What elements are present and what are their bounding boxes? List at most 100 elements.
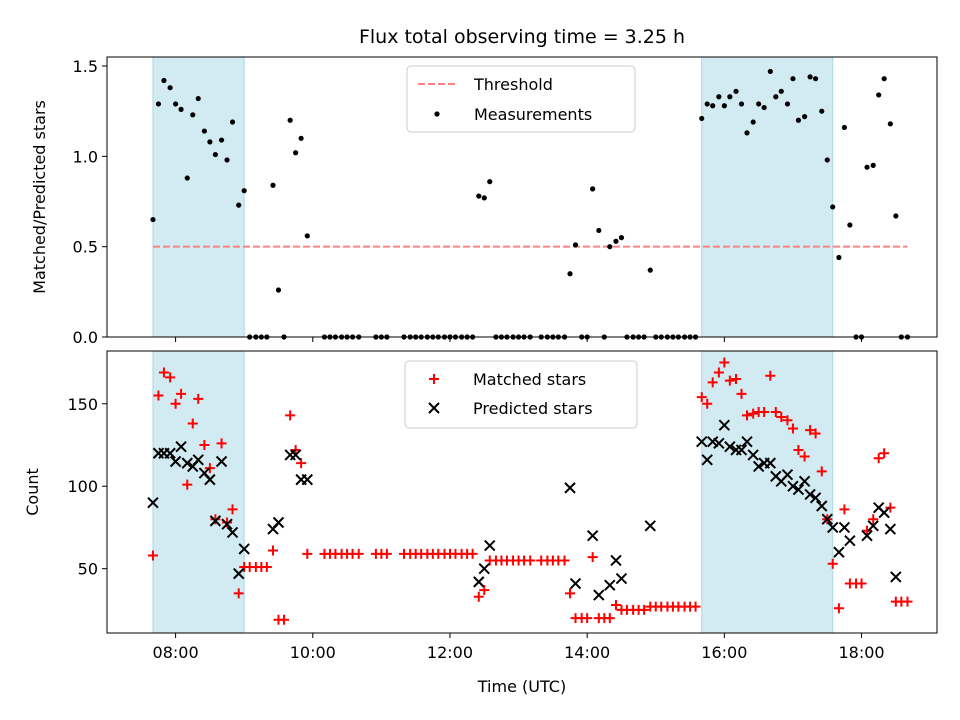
matched-star-point [702, 398, 713, 409]
predicted-star-point [209, 515, 222, 527]
measurement-point [293, 150, 299, 156]
predicted-star-point [569, 577, 582, 590]
predicted-star-point [175, 440, 187, 453]
measurement-point [481, 195, 487, 201]
y-tick-label: 1.5 [73, 57, 98, 76]
matched-star-point [261, 562, 272, 573]
measurement-point [298, 135, 304, 141]
matched-star-point [696, 392, 707, 403]
x-tick-label: 14:00 [564, 643, 610, 662]
matched-star-point [278, 614, 289, 625]
top-panel-frame [106, 56, 938, 338]
matched-star-point [690, 601, 701, 612]
measurement-point [212, 151, 218, 158]
measurement-point [761, 104, 767, 111]
predicted-star-point [604, 579, 616, 591]
matched-star-point [285, 410, 296, 421]
matched-star-point [227, 504, 238, 515]
measurement-point [744, 130, 750, 136]
x-tick-label: 16:00 [701, 643, 747, 662]
measurement-point [150, 216, 156, 223]
matched-star-point [856, 578, 867, 589]
measurement-point [841, 124, 847, 131]
matched-star-point [736, 388, 747, 399]
matched-star-point [719, 357, 730, 368]
top-panel-y-axis-label: Matched/Predicted stars [30, 100, 49, 294]
predicted-star-point [147, 497, 159, 509]
predicted-star-point [181, 457, 193, 469]
measurement-point [476, 193, 482, 199]
matched-star-point [165, 372, 176, 383]
measurement-point [847, 222, 853, 228]
matched-star-point [731, 374, 742, 385]
chart-title: Flux total observing time = 3.25 h [359, 26, 685, 48]
predicted-stars-points [147, 419, 902, 601]
matched-star-point [639, 604, 650, 615]
measurement-point [567, 271, 573, 277]
predicted-star-point [844, 534, 856, 547]
measurement-point [195, 95, 201, 102]
predicted-star-point [718, 419, 731, 431]
predicted-star-point [747, 449, 759, 461]
matched-star-point [525, 555, 536, 566]
matched-star-point [216, 438, 227, 449]
predicted-star-point [215, 455, 228, 468]
matched-star-point [147, 550, 158, 561]
measurement-point [487, 179, 493, 185]
predicted-star-point [867, 520, 879, 532]
predicted-star-point [593, 589, 605, 601]
predicted-star-point [192, 454, 204, 466]
bottom-legend-box [404, 360, 638, 429]
predicted-star-point [289, 449, 302, 461]
bottom-panel-frame [106, 350, 938, 634]
predicted-star-point [821, 513, 833, 525]
predicted-star-point [272, 516, 285, 529]
matched-star-point [559, 555, 570, 566]
matched-star-point [302, 548, 313, 559]
measurement-point [590, 186, 596, 192]
matched-star-point [204, 463, 215, 474]
predicted-star-point [890, 571, 902, 583]
matched-stars-legend-swatch [429, 374, 439, 384]
predicted-star-point [204, 473, 216, 486]
predicted-star-point [473, 576, 485, 588]
matched-star-point [902, 596, 913, 607]
y-tick-label: 50 [78, 560, 98, 579]
matched-star-point [724, 375, 735, 386]
x-tick-label: 18:00 [838, 643, 884, 662]
predicted-stars-legend-swatch [428, 402, 440, 414]
shaded-interval-1 [701, 350, 834, 634]
measurement-point [790, 76, 796, 82]
y-tick-label: 1.0 [73, 147, 98, 166]
bottom-panel-y-ticks: 50 100 150 [67, 395, 107, 579]
measurement-point [881, 76, 887, 82]
measurement-point [155, 101, 162, 107]
predicted-star-point [838, 521, 851, 534]
measurement-point [887, 121, 893, 127]
measurement-point [172, 101, 179, 107]
measurement-point [876, 92, 882, 98]
matched-star-point [799, 451, 810, 462]
predicted-star-point [586, 529, 599, 542]
matched-stars-points [147, 357, 913, 625]
predicted-star-point [164, 447, 176, 459]
measurement-point [607, 244, 613, 250]
matched-star-point [604, 613, 615, 624]
measurement-point [207, 139, 213, 145]
matched-star-point [759, 407, 770, 418]
matched-star-point [290, 444, 301, 455]
matched-star-point [776, 411, 787, 422]
top-panel-legend: Threshold Measurements [406, 65, 636, 133]
matched-star-point [193, 393, 204, 404]
predicted-star-point [724, 440, 736, 453]
predicted-star-point [615, 572, 628, 585]
measurement-point [275, 287, 282, 293]
matched-star-point [885, 502, 896, 513]
matched-star-point [793, 444, 804, 455]
measurement-point [784, 101, 791, 107]
matched-star-point [479, 585, 490, 596]
predicted-star-point [238, 543, 250, 555]
matched-star-point [810, 428, 821, 439]
